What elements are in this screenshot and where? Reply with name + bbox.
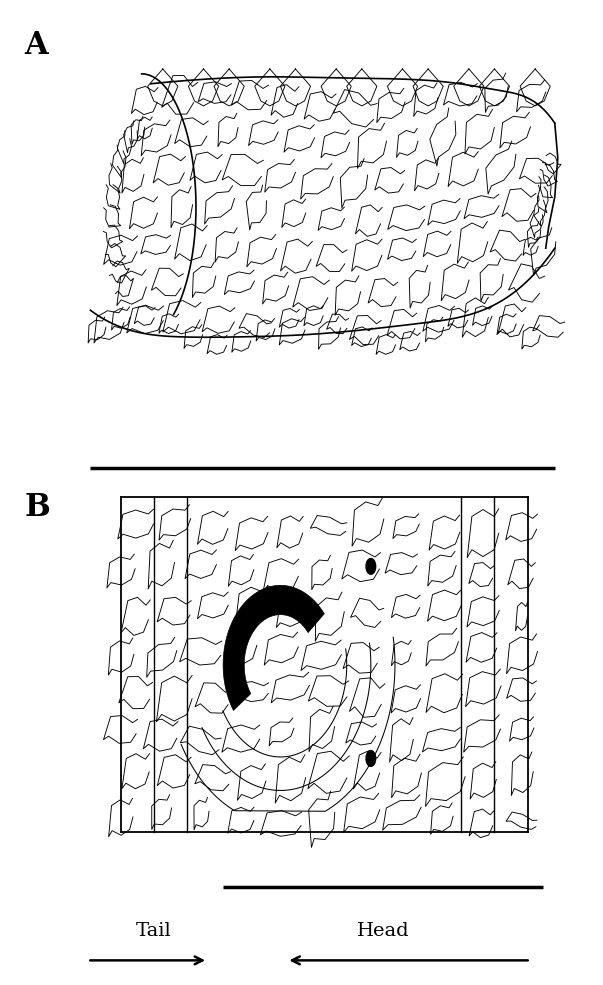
- Text: Head: Head: [356, 922, 409, 940]
- Circle shape: [366, 751, 376, 766]
- Text: A: A: [24, 30, 48, 60]
- Circle shape: [366, 558, 376, 574]
- Polygon shape: [223, 585, 324, 710]
- Text: B: B: [24, 492, 50, 523]
- Text: Tail: Tail: [136, 922, 172, 940]
